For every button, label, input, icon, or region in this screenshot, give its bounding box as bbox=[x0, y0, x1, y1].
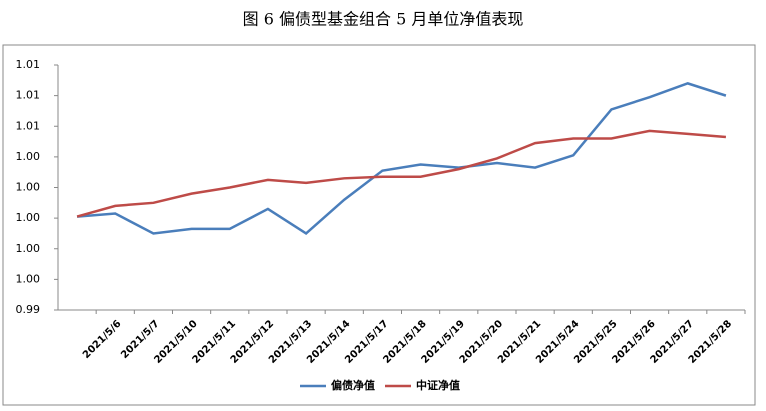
chart-frame bbox=[2, 44, 756, 406]
series-line bbox=[76, 129, 727, 218]
y-tick-label: 1.01 bbox=[16, 58, 41, 71]
y-tick-label: 0.99 bbox=[16, 303, 41, 316]
y-tick-label: 1.00 bbox=[16, 211, 41, 224]
legend-label: 偏债净值 bbox=[331, 378, 375, 392]
y-tick-label: 1.01 bbox=[16, 89, 41, 102]
y-tick-label: 1.00 bbox=[16, 272, 41, 285]
y-tick-label: 1.00 bbox=[16, 150, 41, 163]
legend-label: 中证净值 bbox=[416, 378, 460, 392]
chart-title: 图 6 偏债型基金组合 5 月单位净值表现 bbox=[243, 10, 524, 29]
y-tick-label: 1.00 bbox=[16, 181, 41, 194]
series-line bbox=[76, 82, 727, 235]
y-tick-label: 1.00 bbox=[16, 242, 41, 255]
y-tick-label: 1.01 bbox=[16, 119, 41, 132]
x-tick-label: 2021/5/6 bbox=[81, 318, 123, 360]
